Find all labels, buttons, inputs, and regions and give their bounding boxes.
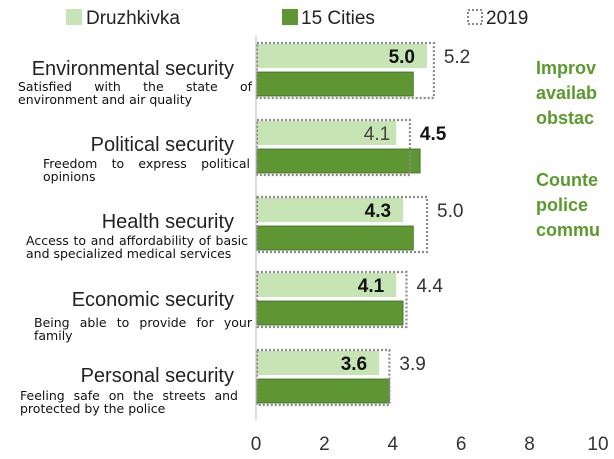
legend-label-15-cities: 15 Cities bbox=[301, 8, 375, 29]
label-druzhkivka-1: 4.1 bbox=[364, 124, 390, 145]
x-tick-6: 6 bbox=[456, 434, 467, 455]
x-tick-4: 4 bbox=[388, 434, 399, 455]
category-name-3: Economic security bbox=[71, 289, 234, 311]
side-note-1: Improv availab obstac bbox=[536, 58, 598, 128]
bar-15-cities-3 bbox=[255, 300, 404, 326]
x-tick-0: 0 bbox=[251, 434, 262, 455]
category-name-4: Personal security bbox=[80, 365, 234, 387]
category-description-3: Being able to provide for your family bbox=[34, 315, 252, 343]
bar-15-cities-2 bbox=[255, 225, 414, 251]
x-tick-2: 2 bbox=[319, 434, 330, 455]
bar-druzhkivka-0 bbox=[256, 44, 427, 68]
outline-2019-3 bbox=[255, 270, 408, 329]
label-2019-0: 5.2 bbox=[444, 47, 470, 68]
legend-label-druzhkivka: Druzhkivka bbox=[86, 8, 180, 29]
bar-15-cities-0 bbox=[255, 71, 414, 97]
category-name-1: Political security bbox=[90, 134, 234, 156]
legend-swatch-druzhkivka bbox=[66, 9, 82, 25]
label-druzhkivka-2: 4.3 bbox=[365, 201, 391, 222]
legend-label-2019: 2019 bbox=[486, 8, 528, 29]
bar-druzhkivka-1 bbox=[256, 121, 397, 145]
category-description-2: Access to and affordability of basic and… bbox=[26, 233, 248, 261]
bar-15-cities-4 bbox=[255, 378, 390, 404]
outline-2019-1 bbox=[255, 118, 411, 177]
category-description-0: Satisfied with the state of environment … bbox=[18, 79, 252, 107]
label-2019-2: 5.0 bbox=[437, 201, 463, 222]
legend-swatch-15-cities bbox=[282, 9, 298, 25]
category-description-1: Freedom to express political opinions bbox=[43, 156, 250, 184]
side-note-2: Counte police commu bbox=[536, 170, 601, 240]
bar-druzhkivka-3 bbox=[256, 273, 397, 297]
label-druzhkivka-4: 3.6 bbox=[341, 354, 367, 375]
category-description-4: Feeling safe on the streets and protecte… bbox=[20, 388, 238, 416]
label-2019-1: 4.5 bbox=[420, 124, 447, 145]
outline-2019-2 bbox=[255, 195, 429, 254]
bar-druzhkivka-4 bbox=[256, 351, 380, 375]
bar-druzhkivka-2 bbox=[256, 198, 404, 222]
bar-15-cities-1 bbox=[255, 148, 421, 174]
x-tick-10: 10 bbox=[587, 434, 608, 455]
legend-swatch-2019 bbox=[467, 9, 483, 25]
x-tick-8: 8 bbox=[524, 434, 535, 455]
category-name-0: Environmental security bbox=[31, 58, 234, 80]
label-2019-3: 4.4 bbox=[416, 276, 443, 297]
label-druzhkivka-0: 5.0 bbox=[389, 47, 415, 68]
label-2019-4: 3.9 bbox=[399, 354, 425, 375]
category-name-2: Health security bbox=[101, 211, 234, 233]
outline-2019-4 bbox=[255, 348, 391, 407]
outline-2019-0 bbox=[255, 41, 435, 100]
label-druzhkivka-3: 4.1 bbox=[358, 276, 385, 297]
